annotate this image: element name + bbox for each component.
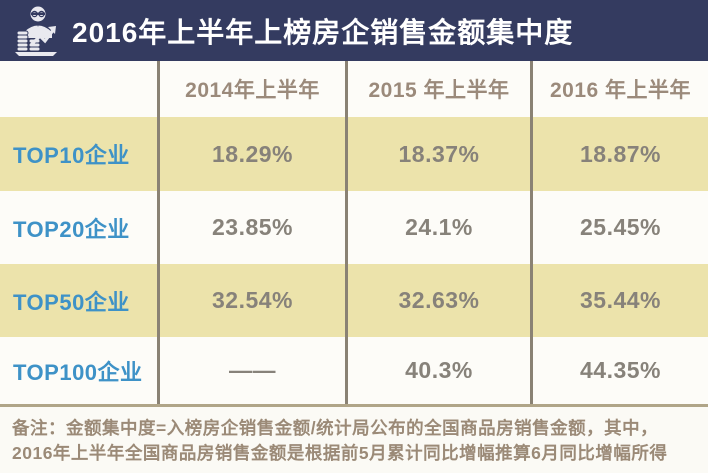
businessman-coins-growth-icon <box>10 4 62 58</box>
page-title: 2016年上半年上榜房企销售金额集中度 <box>72 16 574 48</box>
concentration-table: 2014年上半年 2015 年上半年 2016 年上半年 TOP10企业 18.… <box>0 61 708 404</box>
table-cell: 40.3% <box>345 337 530 404</box>
column-header-empty <box>0 61 157 117</box>
table-cell: 35.44% <box>530 264 708 337</box>
table-cell: 32.63% <box>345 264 530 337</box>
column-header-2014: 2014年上半年 <box>157 61 345 117</box>
row-label-top50: TOP50企业 <box>0 264 157 337</box>
row-label-top20: TOP20企业 <box>0 191 157 264</box>
column-header-2015: 2015 年上半年 <box>345 61 530 117</box>
table-cell: 18.37% <box>345 117 530 191</box>
table-cell: 23.85% <box>157 191 345 264</box>
footnote-line-2: 2016年上半年全国商品房销售金额是根据前5月累计同比增幅推算6月同比增幅所得 <box>12 443 668 464</box>
row-label-top10: TOP10企业 <box>0 117 157 191</box>
header-bar: 2016年上半年上榜房企销售金额集中度 <box>0 0 708 61</box>
table-cell: 18.29% <box>157 117 345 191</box>
table-cell: 24.1% <box>345 191 530 264</box>
column-header-2016: 2016 年上半年 <box>530 61 708 117</box>
footnote: 备注：金额集中度=入榜房企销售金额/统计局公布的全国商品房销售金额，其中， 20… <box>0 404 708 473</box>
table-cell: —— <box>157 337 345 404</box>
table-cell: 44.35% <box>530 337 708 404</box>
table-cell: 25.45% <box>530 191 708 264</box>
table-cell: 18.87% <box>530 117 708 191</box>
row-label-top100: TOP100企业 <box>0 337 157 404</box>
table-cell: 32.54% <box>157 264 345 337</box>
footnote-line-1: 备注：金额集中度=入榜房企销售金额/统计局公布的全国商品房销售金额，其中， <box>12 418 659 438</box>
